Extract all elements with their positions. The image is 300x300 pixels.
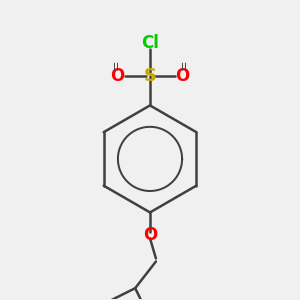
Text: O: O bbox=[176, 67, 190, 85]
Text: Cl: Cl bbox=[141, 34, 159, 52]
Text: S: S bbox=[143, 67, 157, 85]
Text: O: O bbox=[143, 226, 157, 244]
Text: =: = bbox=[178, 59, 191, 70]
Text: O: O bbox=[110, 67, 124, 85]
Text: =: = bbox=[109, 59, 122, 70]
